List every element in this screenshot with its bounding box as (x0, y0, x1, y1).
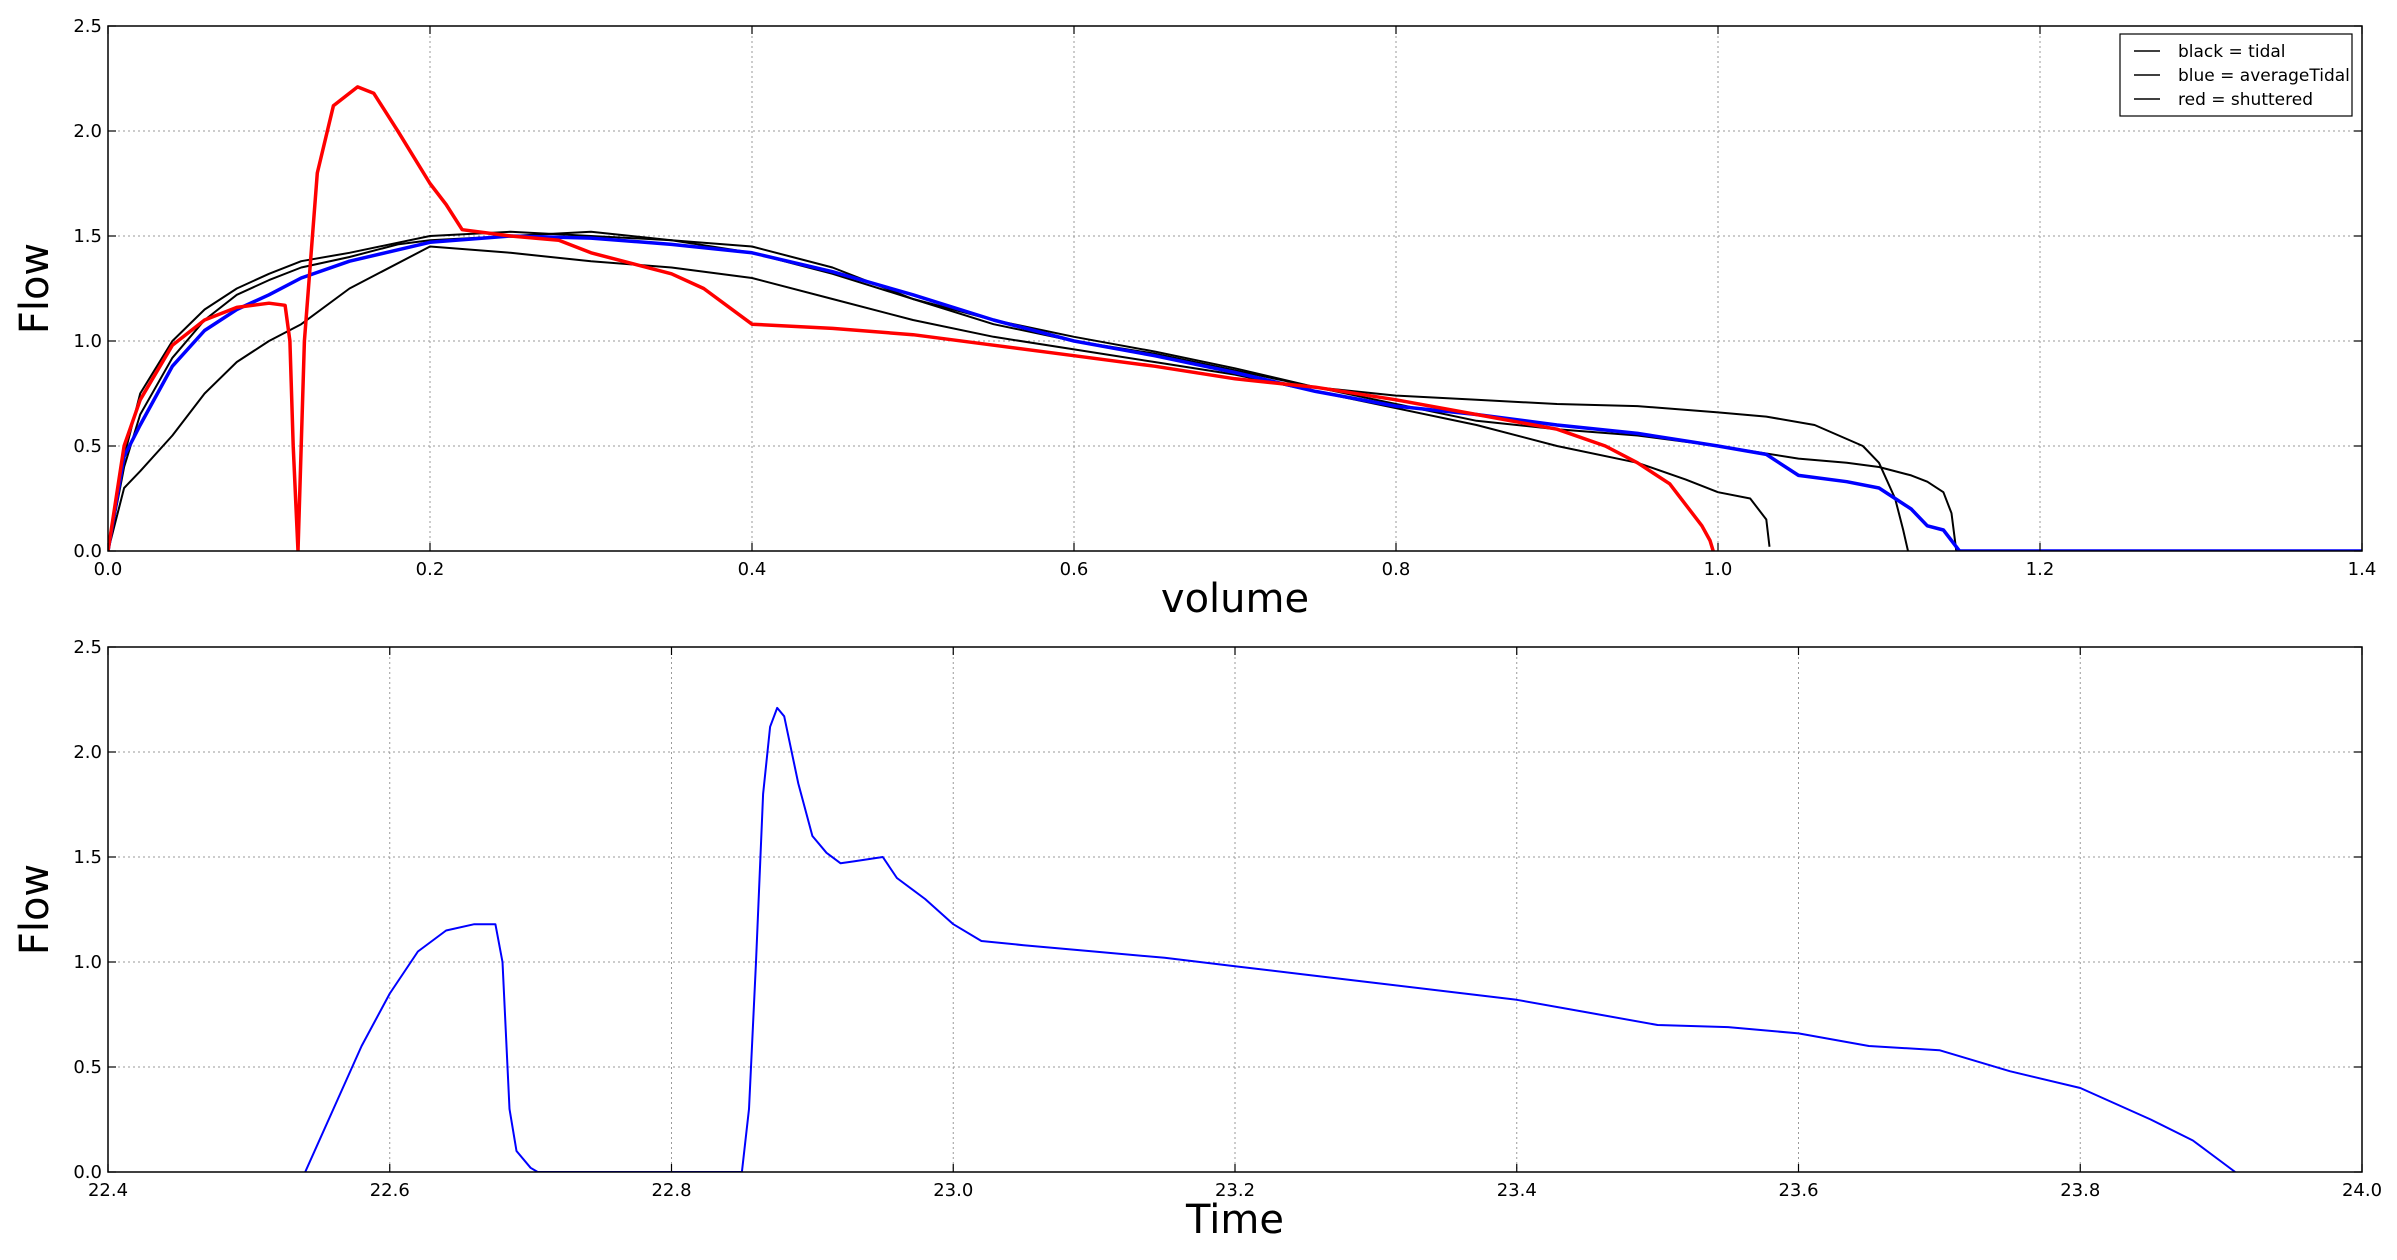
y-tick-label: 2.5 (73, 637, 102, 658)
series-line-2 (108, 245, 1771, 551)
y-tick-label: 1.0 (73, 952, 102, 973)
x-tick-label: 23.8 (2060, 1180, 2100, 1201)
series-line-1 (304, 706, 2236, 1172)
series-line-1 (108, 230, 1909, 551)
y-tick-label: 1.5 (73, 847, 102, 868)
y-tick-label: 2.5 (73, 16, 102, 37)
y-tick-label: 2.0 (73, 742, 102, 763)
x-tick-label: 23.6 (1778, 1180, 1818, 1201)
y-tick-label: 0.0 (73, 541, 102, 562)
y-tick-label: 1.0 (73, 331, 102, 352)
x-tick-label: 0.0 (94, 559, 123, 580)
x-tick-label: 0.2 (416, 559, 445, 580)
flow-volume-chart: 0.0 0.2 0.4 0.6 0.8 1.0 1.2 1.4 0.0 0.5 1.0 1.5 2.0 2… (12, 16, 2376, 622)
x-tick-label: 24.0 (2342, 1180, 2382, 1201)
x-tick-label: 22.4 (88, 1180, 128, 1201)
x-tick-label: 22.8 (651, 1180, 691, 1201)
plot-frame (107, 25, 2363, 552)
x-tick-label: 22.6 (370, 1180, 410, 1201)
series-line-5 (108, 85, 1715, 551)
legend-label: black = tidal (2178, 42, 2286, 62)
y-tick-label: 2.0 (73, 121, 102, 142)
x-tick-label: 23.4 (1497, 1180, 1537, 1201)
x-tick-label: 23.2 (1215, 1180, 1255, 1201)
x-tick-label: 0.8 (1382, 559, 1411, 580)
series-line-3 (108, 230, 1958, 551)
flow-time-chart: 22.4 22.6 22.8 23.0 23.2 23.4 23.6 23.8 24.0 0.0 0… (12, 637, 2382, 1243)
y-tick-label: 0.5 (73, 1057, 102, 1078)
x-tick-label: 0.6 (1060, 559, 1089, 580)
y-tick-label: 1.5 (73, 226, 102, 247)
series-line-4 (108, 234, 2362, 551)
y-tick-label: 0.5 (73, 436, 102, 457)
x-tick-label: 1.2 (2026, 559, 2055, 580)
legend-label: blue = averageTidal (2178, 66, 2350, 86)
y-axis-label: Flow (12, 243, 58, 334)
x-tick-label: 1.0 (1704, 559, 1733, 580)
x-tick-label: 23.0 (933, 1180, 973, 1201)
legend-label: red = shuttered (2178, 90, 2313, 110)
x-tick-label: 0.4 (738, 559, 767, 580)
y-axis-label: Flow (12, 864, 58, 955)
x-axis-label: Time (1185, 1197, 1284, 1243)
y-tick-label: 0.0 (73, 1162, 102, 1183)
x-axis-label: volume (1161, 576, 1309, 622)
x-tick-label: 1.4 (2348, 559, 2377, 580)
